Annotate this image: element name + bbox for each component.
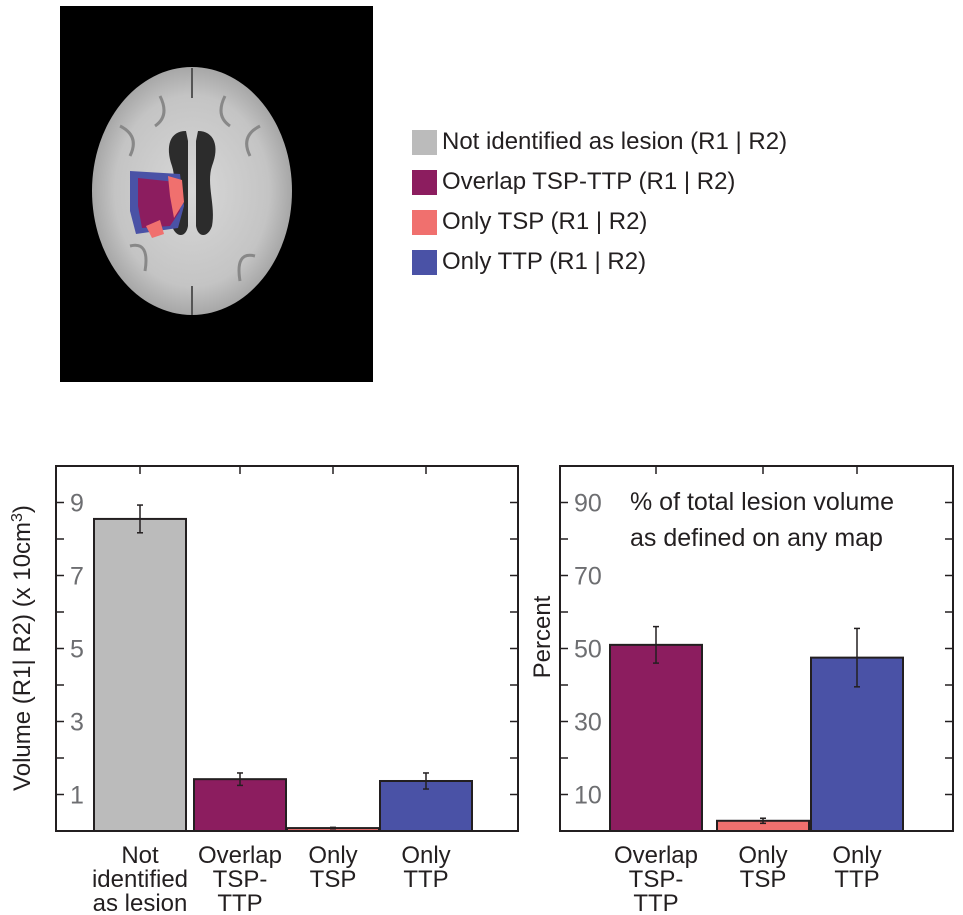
x-tick-label-line: Only <box>738 842 787 869</box>
legend-item: Only TTP (R1 | R2) <box>412 242 787 282</box>
y-tick-label: 10 <box>574 782 602 810</box>
x-tick-label: Not identified as lesion <box>92 842 188 915</box>
y-tick-label: 7 <box>70 563 84 591</box>
sulci <box>119 95 261 282</box>
x-tick-label-line: identified <box>92 866 188 893</box>
x-tick-label-line: as lesion <box>93 890 188 915</box>
bar <box>193 778 287 832</box>
x-tick-label: Only TSP <box>738 842 787 893</box>
y-axis-label-end: ) <box>9 505 36 513</box>
x-tick-label: Only TTP <box>401 842 450 893</box>
brain-mri-image <box>60 6 373 382</box>
x-tick-label-line: Not <box>121 842 159 869</box>
y-axis-label: Percent <box>529 595 556 678</box>
legend-label: Only TTP (R1 | R2) <box>442 248 647 275</box>
x-tick-label-line: Only <box>832 842 881 869</box>
y-tick-label: 30 <box>574 709 602 737</box>
y-tick-label: 90 <box>574 490 602 518</box>
legend-swatch <box>412 249 437 275</box>
y-axis-label-text: Volume (R1| R2) (x 10cm <box>9 522 36 791</box>
x-tick-label-line: Only <box>308 842 357 869</box>
legend-swatch <box>412 129 437 155</box>
y-tick-label: 50 <box>574 636 602 664</box>
legend-swatch <box>412 209 437 235</box>
legend-item: Overlap TSP-TTP (R1 | R2) <box>412 162 787 202</box>
bar <box>609 643 703 832</box>
x-tick-label-line: Only <box>401 842 450 869</box>
legend-label: Not identified as lesion (R1 | R2) <box>442 128 788 155</box>
y-tick-label: 9 <box>70 490 84 518</box>
x-tick-label-line: TSP- <box>213 866 268 893</box>
y-axis-label: Volume (R1| R2) (x 10cm3) <box>9 505 37 791</box>
legend-item: Not identified as lesion (R1 | R2) <box>412 122 787 162</box>
legend-swatch <box>412 169 437 195</box>
legend-item: Only TSP (R1 | R2) <box>412 202 787 242</box>
chart-annotation: % of total lesion volume <box>630 488 894 516</box>
y-axis-label-sup: 3 <box>9 513 26 522</box>
x-tick-label-line: Overlap <box>614 842 698 869</box>
y-tick-label: 70 <box>574 563 602 591</box>
y-tick-label: 1 <box>70 782 84 810</box>
x-tick-label-line: TSP- <box>629 866 684 893</box>
x-tick-label: Overlap TSP-TTP <box>198 842 282 915</box>
bar <box>93 517 187 832</box>
x-tick-label: Only TTP <box>832 842 881 893</box>
legend-label: Overlap TSP-TTP (R1 | R2) <box>442 168 736 195</box>
y-tick-label: 5 <box>70 636 84 664</box>
lesion-only-tsp <box>146 176 184 238</box>
x-tick-label-line: TSP <box>310 866 357 893</box>
y-tick-label: 3 <box>70 709 84 737</box>
brain-outline <box>92 67 292 315</box>
x-tick-label-line: TSP <box>740 866 787 893</box>
x-tick-label: Only TSP <box>308 842 357 893</box>
x-tick-label-line: Overlap <box>198 842 282 869</box>
legend-label: Only TSP (R1 | R2) <box>442 208 648 235</box>
y-axis-label-text: Percent <box>529 595 556 678</box>
x-tick-label-line: TTP <box>217 890 262 915</box>
x-tick-label-line: TTP <box>834 866 879 893</box>
legend: Not identified as lesion (R1 | R2) Overl… <box>412 122 787 282</box>
x-tick-label-line: TTP <box>633 890 678 915</box>
x-tick-label-line: TTP <box>403 866 448 893</box>
x-tick-label: Overlap TSP-TTP <box>614 842 698 915</box>
chart-annotation: as defined on any map <box>630 524 883 552</box>
